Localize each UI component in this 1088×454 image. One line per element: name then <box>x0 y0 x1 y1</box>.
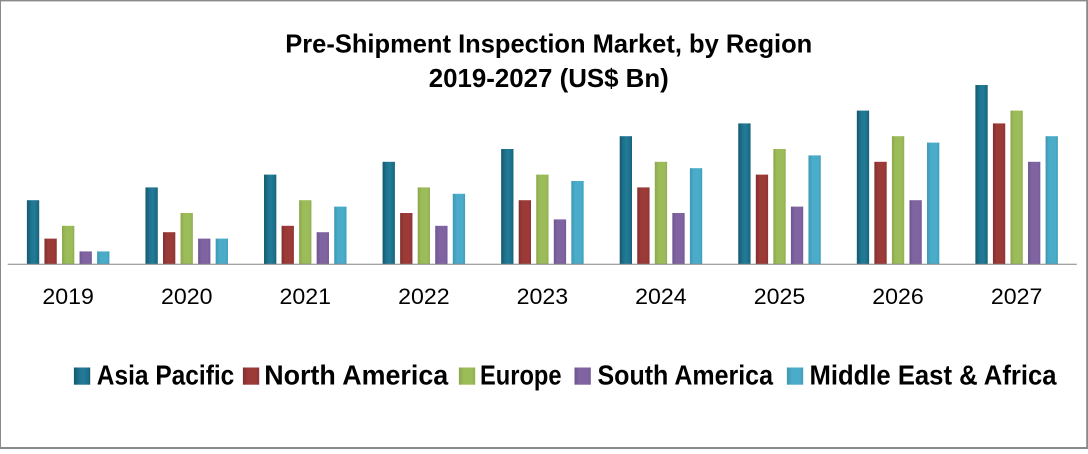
svg-text:Middle East & Africa: Middle East & Africa <box>810 360 1058 391</box>
svg-text:2022: 2022 <box>398 284 450 309</box>
svg-text:2019-2027 (US$ Bn): 2019-2027 (US$ Bn) <box>429 63 669 93</box>
svg-text:North America: North America <box>264 360 449 391</box>
svg-text:South America: South America <box>598 360 774 391</box>
svg-text:Europe: Europe <box>480 360 562 391</box>
svg-text:Pre-Shipment Inspection Market: Pre-Shipment Inspection Market, by Regio… <box>285 29 812 59</box>
svg-text:2024: 2024 <box>635 284 687 309</box>
svg-text:2025: 2025 <box>754 284 806 309</box>
svg-text:Asia Pacific: Asia Pacific <box>97 360 235 391</box>
svg-text:2021: 2021 <box>280 284 332 309</box>
svg-text:2020: 2020 <box>161 284 213 309</box>
svg-text:2019: 2019 <box>42 284 94 309</box>
svg-text:2026: 2026 <box>872 284 924 309</box>
svg-text:2027: 2027 <box>991 284 1043 309</box>
svg-text:2023: 2023 <box>517 284 569 309</box>
